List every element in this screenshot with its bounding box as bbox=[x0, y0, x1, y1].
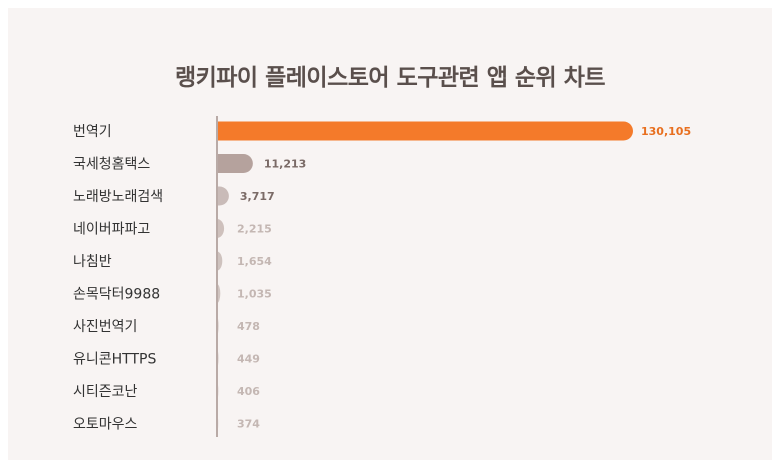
value-label: 130,105 bbox=[641, 125, 691, 138]
value-label: 478 bbox=[237, 320, 260, 333]
value-label: 1,654 bbox=[237, 255, 272, 268]
category-label: 손목닥터9988 bbox=[73, 287, 160, 303]
chart-card bbox=[8, 8, 772, 460]
bar bbox=[217, 219, 225, 238]
chart-title: 랭키파이 플레이스토어 도구관련 앱 순위 차트 bbox=[174, 65, 606, 91]
category-label: 노래방노래검색 bbox=[73, 189, 163, 205]
category-label: 국세청홈택스 bbox=[73, 157, 150, 173]
category-label: 번역기 bbox=[73, 124, 112, 140]
category-label: 네이버파파고 bbox=[73, 222, 150, 238]
category-label: 유니콘HTTPS bbox=[73, 352, 156, 368]
category-label: 사진번역기 bbox=[73, 319, 137, 335]
bar bbox=[217, 251, 223, 271]
category-label: 오토마우스 bbox=[73, 417, 138, 433]
value-label: 374 bbox=[237, 418, 260, 431]
value-label: 11,213 bbox=[264, 158, 306, 171]
bar bbox=[217, 186, 229, 206]
value-label: 406 bbox=[237, 385, 260, 398]
bar bbox=[217, 154, 253, 173]
value-label: 2,215 bbox=[237, 223, 272, 236]
value-label: 1,035 bbox=[237, 288, 272, 301]
value-label: 449 bbox=[237, 353, 260, 366]
category-label: 나침반 bbox=[73, 254, 112, 270]
value-label: 3,717 bbox=[240, 190, 275, 203]
category-label: 시티즌코난 bbox=[73, 384, 138, 400]
bar bbox=[217, 121, 633, 141]
